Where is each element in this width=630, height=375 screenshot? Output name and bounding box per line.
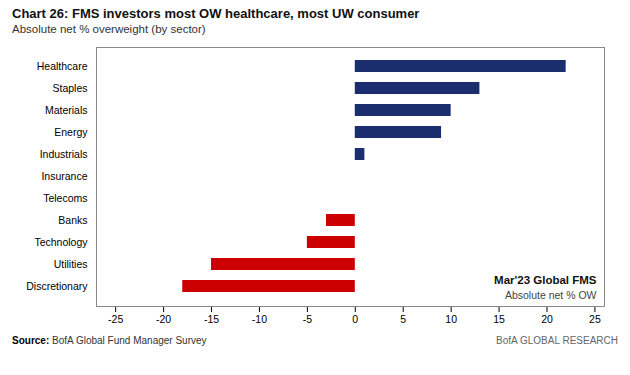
- svg-text:20: 20: [541, 313, 553, 325]
- svg-text:Technology: Technology: [34, 236, 88, 248]
- svg-text:-10: -10: [252, 313, 267, 325]
- svg-text:Industrials: Industrials: [40, 148, 88, 160]
- svg-text:Banks: Banks: [58, 214, 87, 226]
- svg-text:Discretionary: Discretionary: [26, 280, 88, 292]
- svg-text:5: 5: [400, 313, 406, 325]
- svg-text:25: 25: [589, 313, 601, 325]
- svg-text:-15: -15: [204, 313, 219, 325]
- svg-text:Staples: Staples: [52, 82, 87, 94]
- svg-text:-20: -20: [156, 313, 171, 325]
- html-text:Absolute net % overweight (by: Absolute net % overweight (by sector): [12, 23, 206, 35]
- svg-text:-25: -25: [108, 313, 123, 325]
- svg-text:Energy: Energy: [54, 126, 88, 138]
- html-text:Chart 26: FMS investors most O: Chart 26: FMS investors most OW healthca…: [12, 6, 420, 21]
- svg-text:Mar'23 Global FMS: Mar'23 Global FMS: [494, 274, 597, 286]
- svg-text:Utilities: Utilities: [54, 258, 88, 270]
- html-text:Source: BofA Global Fund Manag: Source: BofA Global Fund Manager Survey: [12, 335, 207, 346]
- svg-text:-5: -5: [303, 313, 312, 325]
- svg-text:Healthcare: Healthcare: [37, 60, 88, 72]
- html-text:BofA GLOBAL RESEARCH: BofA GLOBAL RESEARCH: [496, 335, 618, 346]
- svg-text:10: 10: [445, 313, 457, 325]
- svg-text:Materials: Materials: [45, 104, 88, 116]
- svg-text:Absolute net % OW: Absolute net % OW: [505, 289, 597, 301]
- svg-text:15: 15: [493, 313, 505, 325]
- svg-text:0: 0: [352, 313, 358, 325]
- svg-text:Telecoms: Telecoms: [43, 192, 87, 204]
- svg-text:Insurance: Insurance: [41, 170, 87, 182]
